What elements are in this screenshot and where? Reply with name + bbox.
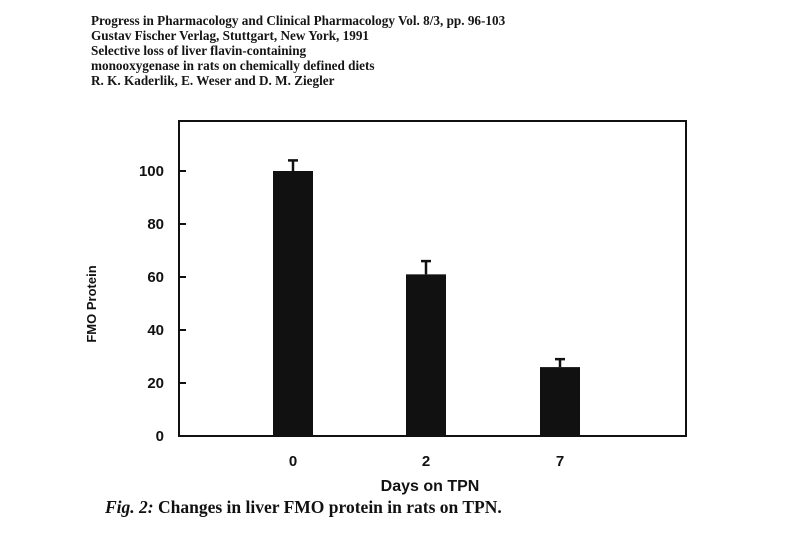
x-axis-title: Days on TPN — [381, 478, 480, 495]
bar — [406, 274, 446, 436]
x-tick-label: 0 — [289, 453, 297, 470]
bar — [273, 171, 313, 436]
x-tick-label: 2 — [422, 453, 430, 470]
caption-text: Changes in liver FMO protein in rats on … — [158, 497, 502, 517]
title-line-2: monooxygenase in rats on chemically defi… — [91, 58, 375, 73]
y-tick-label: 100 — [139, 163, 164, 180]
y-tick-label: 40 — [147, 322, 164, 339]
y-tick-label: 0 — [156, 428, 164, 445]
figure-caption: Fig. 2: Changes in liver FMO protein in … — [105, 497, 502, 518]
title-line-1: Selective loss of liver flavin-containin… — [91, 43, 307, 58]
y-axis-title: FMO Protein — [84, 265, 99, 342]
journal-line: Progress in Pharmacology and Clinical Ph… — [91, 13, 506, 28]
y-tick-label: 80 — [147, 216, 164, 233]
citation-header: Progress in Pharmacology and Clinical Ph… — [91, 13, 505, 88]
authors-line: R. K. Kaderlik, E. Weser and D. M. Ziegl… — [91, 73, 335, 88]
publisher-line: Gustav Fischer Verlag, Stuttgart, New Yo… — [91, 28, 370, 43]
x-tick-label: 7 — [556, 453, 564, 470]
bar — [540, 367, 580, 436]
y-tick-label: 60 — [147, 269, 164, 286]
figure-label: Fig. 2: — [105, 497, 154, 517]
y-tick-label: 20 — [147, 375, 164, 392]
